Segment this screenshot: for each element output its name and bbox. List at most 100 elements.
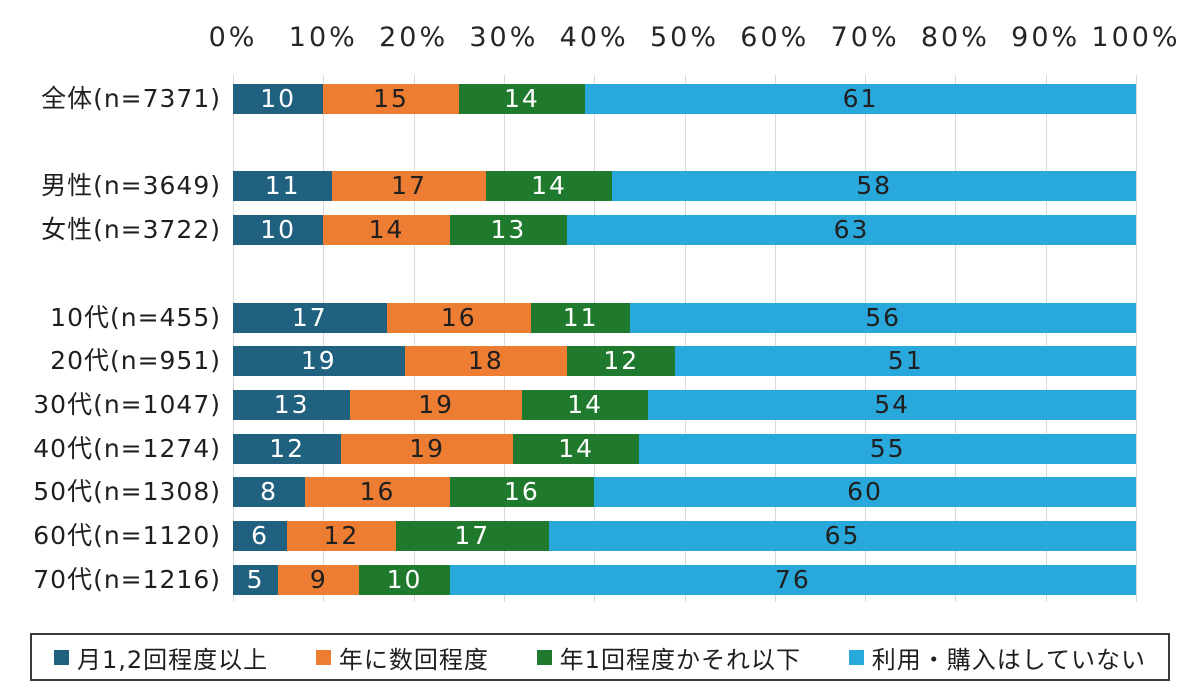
bar-value-label: 9 xyxy=(309,564,328,594)
bar-value-label: 11 xyxy=(264,171,301,201)
bar-value-label: 6 xyxy=(251,521,270,550)
gridline xyxy=(233,75,234,602)
legend-item: 月1,2回程度以上 xyxy=(54,640,268,675)
bar-value-label: 19 xyxy=(300,346,337,376)
bar-segment: 5 xyxy=(233,564,279,595)
bar-row: 5 9 10 76 xyxy=(233,564,1136,595)
category-label: 男性(n=3649) xyxy=(41,171,221,201)
bar-value-label: 14 xyxy=(531,171,567,201)
bar-segment: 13 xyxy=(233,389,351,420)
bar-value-label: 60 xyxy=(847,477,883,507)
x-axis-tick-label: 60% xyxy=(740,22,810,53)
x-axis-tick-label: 30% xyxy=(469,22,539,53)
bar-segment: 16 xyxy=(449,477,595,508)
bar-value-label: 17 xyxy=(391,171,427,201)
x-axis-tick-label: 90% xyxy=(1011,22,1081,53)
category-label: 40代(n=1274) xyxy=(33,433,221,463)
bar-value-label: 5 xyxy=(246,564,265,594)
x-axis-tick-label: 70% xyxy=(830,22,900,53)
bar-value-label: 55 xyxy=(869,433,906,463)
bar-row: 10 15 14 61 xyxy=(233,84,1136,114)
bar-row: 19 18 12 51 xyxy=(233,346,1136,377)
bar-value-label: 19 xyxy=(409,433,446,463)
gridline xyxy=(1045,75,1047,602)
bar-segment: 8 xyxy=(233,477,306,508)
bar-segment: 14 xyxy=(458,84,586,114)
bar-value-label: 63 xyxy=(833,215,870,245)
legend-swatch-icon xyxy=(536,649,552,665)
bar-segment: 13 xyxy=(449,215,568,246)
bar-value-label: 51 xyxy=(887,346,924,376)
bar-value-label: 17 xyxy=(291,302,328,332)
bar-row: 17 16 11 56 xyxy=(233,302,1136,333)
bar-segment: 10 xyxy=(359,564,450,595)
category-label: 10代(n=455) xyxy=(50,302,221,332)
x-axis-tick-label: 50% xyxy=(649,22,720,53)
bar-row: 8 16 16 60 xyxy=(233,477,1136,508)
bar-value-label: 65 xyxy=(824,521,861,550)
gridline xyxy=(684,75,686,602)
bar-value-label: 14 xyxy=(558,433,595,463)
bar-segment: 14 xyxy=(512,433,640,464)
bar-value-label: 54 xyxy=(874,389,911,419)
category-label: 50代(n=1308) xyxy=(33,477,221,507)
bar-value-label: 17 xyxy=(454,521,491,550)
bar-segment: 6 xyxy=(233,521,288,551)
bar-row: 12 19 14 55 xyxy=(233,433,1136,464)
bar-value-label: 10 xyxy=(260,84,297,113)
bar-value-label: 16 xyxy=(440,302,477,332)
category-label: 女性(n=3722) xyxy=(41,215,221,245)
legend-label: 年に数回程度 xyxy=(338,645,489,674)
bar-segment: 10 xyxy=(233,215,324,246)
bar-value-label: 10 xyxy=(386,564,423,594)
bar-value-label: 8 xyxy=(260,477,279,507)
bar-segment: 19 xyxy=(341,433,513,464)
bar-value-label: 12 xyxy=(603,346,640,376)
gridline xyxy=(865,75,867,602)
bar-segment: 12 xyxy=(287,521,396,551)
bar-segment: 18 xyxy=(404,346,568,377)
bar-value-label: 61 xyxy=(842,84,879,113)
category-label: 70代(n=1216) xyxy=(33,564,221,594)
bar-row: 11 17 14 58 xyxy=(233,171,1136,202)
bar-value-label: 10 xyxy=(260,215,297,245)
bar-value-label: 14 xyxy=(504,84,540,113)
legend-swatch-icon xyxy=(54,649,69,665)
bar-segment: 56 xyxy=(630,302,1136,333)
gridline xyxy=(413,75,415,602)
bar-segment: 12 xyxy=(233,433,342,464)
bar-segment: 17 xyxy=(395,521,550,551)
category-label: 20代(n=951) xyxy=(50,346,221,376)
bar-segment: 51 xyxy=(675,346,1136,377)
bar-value-label: 16 xyxy=(504,477,540,507)
legend-item: 年1回程度かそれ以下 xyxy=(536,640,801,675)
x-axis-tick-label: 20% xyxy=(379,22,449,53)
category-label: 30代(n=1047) xyxy=(33,389,221,419)
legend: 月1,2回程度以上 年に数回程度 年1回程度かそれ以下 利用・購入はしていない xyxy=(30,633,1170,681)
bar-segment: 61 xyxy=(585,84,1136,114)
legend-label: 年1回程度かそれ以下 xyxy=(559,645,801,674)
bar-segment: 11 xyxy=(530,302,631,333)
bar-segment: 14 xyxy=(485,171,613,202)
bar-segment: 12 xyxy=(567,346,676,377)
legend-label: 利用・購入はしていない xyxy=(871,645,1146,674)
bar-segment: 60 xyxy=(594,477,1136,508)
bar-value-label: 76 xyxy=(774,564,811,594)
bar-value-label: 13 xyxy=(490,215,527,245)
bar-segment: 17 xyxy=(233,302,387,333)
bar-segment: 14 xyxy=(521,389,649,420)
bar-row: 10 14 13 63 xyxy=(233,215,1136,246)
bar-row: 13 19 14 54 xyxy=(233,389,1136,420)
bar-value-label: 18 xyxy=(467,346,504,376)
bar-value-label: 12 xyxy=(269,433,306,463)
bar-value-label: 16 xyxy=(359,477,396,507)
legend-item: 利用・購入はしていない xyxy=(848,640,1146,675)
bar-segment: 9 xyxy=(278,564,360,595)
bar-value-label: 14 xyxy=(567,389,604,419)
bar-value-label: 13 xyxy=(273,389,310,419)
x-axis-tick-label: 0% xyxy=(208,22,258,53)
bar-segment: 63 xyxy=(567,215,1136,246)
category-label: 60代(n=1120) xyxy=(33,521,221,550)
x-axis-tick-label: 40% xyxy=(559,22,629,53)
gridline xyxy=(1136,75,1137,602)
